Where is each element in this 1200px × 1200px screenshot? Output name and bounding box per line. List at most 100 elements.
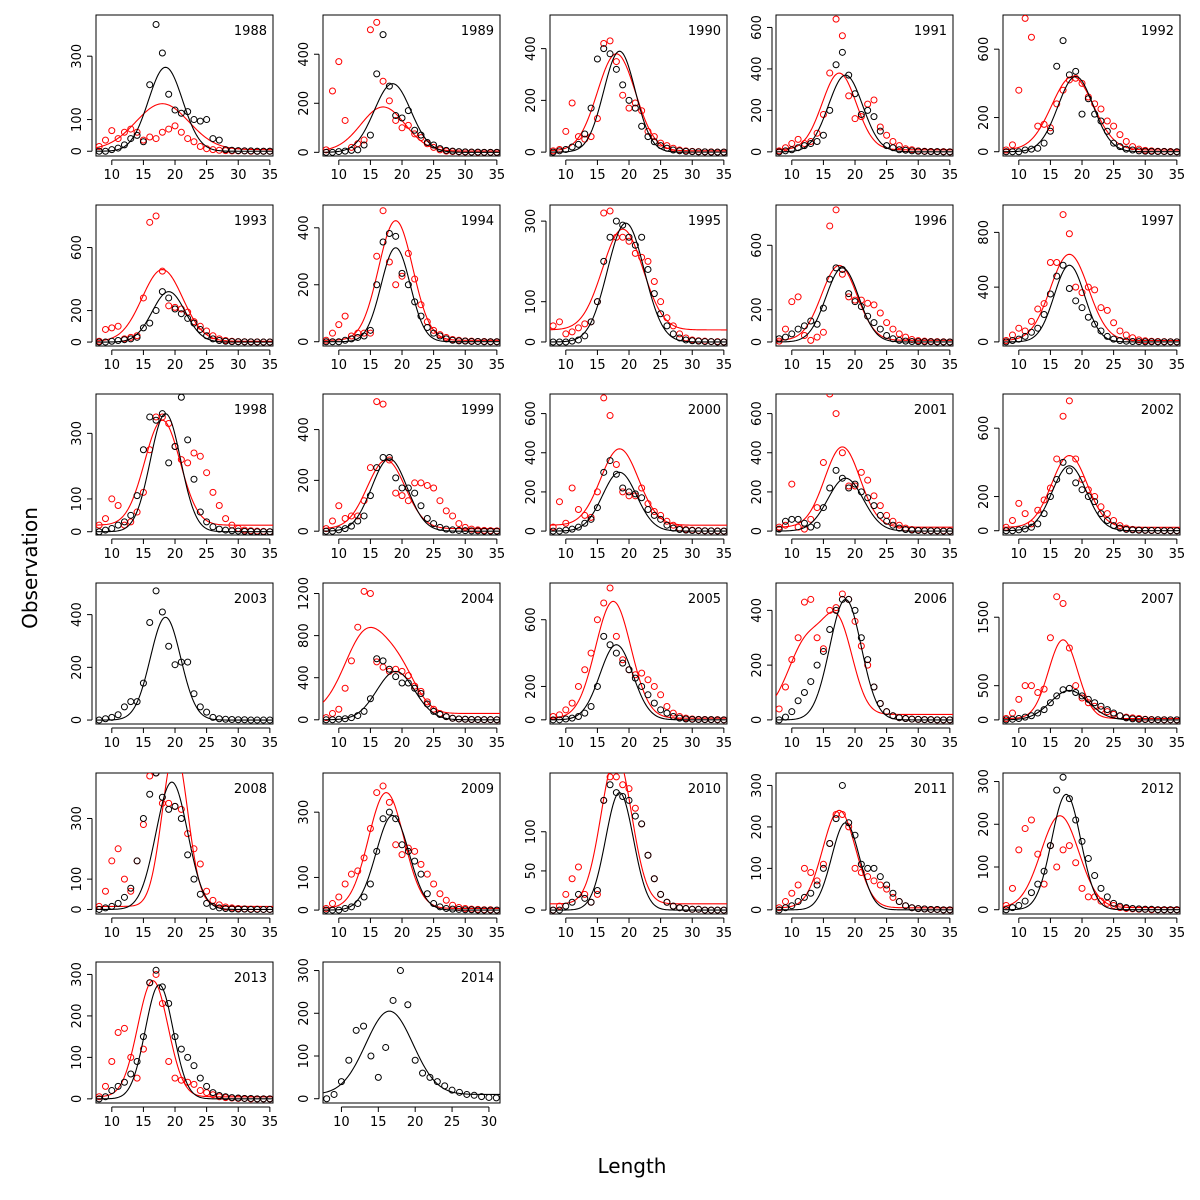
data-point xyxy=(385,97,393,105)
data-point xyxy=(366,492,374,500)
data-point xyxy=(354,517,362,525)
data-point xyxy=(669,902,677,910)
data-point xyxy=(203,332,211,340)
data-point xyxy=(215,1092,223,1100)
data-point xyxy=(165,459,173,467)
data-point xyxy=(373,281,381,289)
data-point xyxy=(1034,324,1042,332)
fit-line xyxy=(323,247,500,343)
data-point xyxy=(600,39,608,47)
data-point xyxy=(328,709,336,717)
data-point xyxy=(411,479,419,487)
x-tick-label: 35 xyxy=(942,926,959,941)
x-tick-label: 30 xyxy=(684,736,701,751)
data-point xyxy=(360,497,368,505)
data-point xyxy=(449,901,457,909)
panel-1989: 10 15 20 25 30 35 0 200 400 1989 xyxy=(297,14,505,183)
x-tick-label: 15 xyxy=(135,736,152,751)
x-tick-label: 25 xyxy=(425,926,442,941)
data-point xyxy=(379,782,387,790)
data-point xyxy=(813,333,821,341)
data-point xyxy=(857,860,865,868)
y-tick-label: 0 xyxy=(70,147,85,155)
x-tick-label: 30 xyxy=(1137,168,1154,183)
data-point xyxy=(813,634,821,642)
fit-line xyxy=(550,792,727,911)
data-point xyxy=(360,332,368,340)
x-tick-label: 10 xyxy=(331,358,348,373)
x-tick-label: 20 xyxy=(167,168,184,183)
data-point xyxy=(800,598,808,606)
data-point xyxy=(1065,644,1073,652)
plot-area xyxy=(323,18,500,156)
data-point xyxy=(209,488,217,496)
data-point xyxy=(139,324,147,332)
data-point xyxy=(612,632,620,640)
data-point xyxy=(1046,634,1054,642)
panel-frame xyxy=(95,582,274,725)
data-point xyxy=(379,454,387,462)
data-point xyxy=(946,527,953,535)
data-point xyxy=(1078,304,1086,312)
panel-year-label: 2010 xyxy=(688,782,721,797)
data-point xyxy=(568,484,576,492)
data-point xyxy=(819,860,827,868)
x-tick-label: 20 xyxy=(621,168,638,183)
series-2 xyxy=(323,587,500,724)
fit-line xyxy=(96,781,273,910)
x-tick-label: 15 xyxy=(589,736,606,751)
data-point xyxy=(190,1062,198,1070)
data-point xyxy=(1040,867,1048,875)
data-point xyxy=(619,793,627,800)
data-point xyxy=(568,328,576,336)
data-point xyxy=(423,514,431,522)
data-point xyxy=(612,65,620,73)
data-point xyxy=(845,290,853,298)
fit-line xyxy=(96,773,273,907)
data-point xyxy=(398,484,406,492)
data-point xyxy=(612,58,620,66)
fit-line xyxy=(776,267,953,343)
y-tick-label: 400 xyxy=(70,602,85,627)
data-point xyxy=(1046,842,1054,850)
data-point xyxy=(404,484,412,492)
data-point xyxy=(436,711,444,719)
x-tick-label: 10 xyxy=(333,1115,350,1130)
data-point xyxy=(1034,880,1042,888)
x-tick-label: 20 xyxy=(1074,547,1091,562)
data-point xyxy=(1027,889,1035,897)
data-point xyxy=(354,900,362,908)
data-point xyxy=(455,715,463,723)
data-point xyxy=(587,649,595,657)
data-point xyxy=(838,474,846,482)
data-point xyxy=(366,824,374,832)
data-point xyxy=(108,902,116,910)
data-point xyxy=(1053,692,1061,700)
data-point xyxy=(581,332,589,340)
data-point xyxy=(838,810,846,818)
data-point xyxy=(108,1087,116,1095)
x-tick-label: 15 xyxy=(815,926,832,941)
data-point xyxy=(644,506,652,514)
data-point xyxy=(845,595,853,603)
data-point xyxy=(411,684,419,692)
x-tick-label: 30 xyxy=(684,168,701,183)
panel-year-label: 1995 xyxy=(688,214,721,229)
data-point xyxy=(1110,122,1118,130)
data-point xyxy=(663,314,671,322)
data-point xyxy=(857,488,865,496)
data-point xyxy=(1015,901,1023,909)
data-point xyxy=(619,221,627,229)
x-tick-label: 10 xyxy=(331,547,348,562)
data-point xyxy=(776,335,783,343)
data-point xyxy=(133,857,141,865)
x-tick-label: 15 xyxy=(362,736,379,751)
x-tick-label: 25 xyxy=(198,168,215,183)
data-point xyxy=(1173,338,1180,346)
data-point xyxy=(600,257,608,265)
data-point xyxy=(379,663,387,671)
data-point xyxy=(1053,62,1061,70)
data-point xyxy=(133,333,141,341)
data-point xyxy=(146,81,154,89)
x-tick-label: 10 xyxy=(104,358,121,373)
